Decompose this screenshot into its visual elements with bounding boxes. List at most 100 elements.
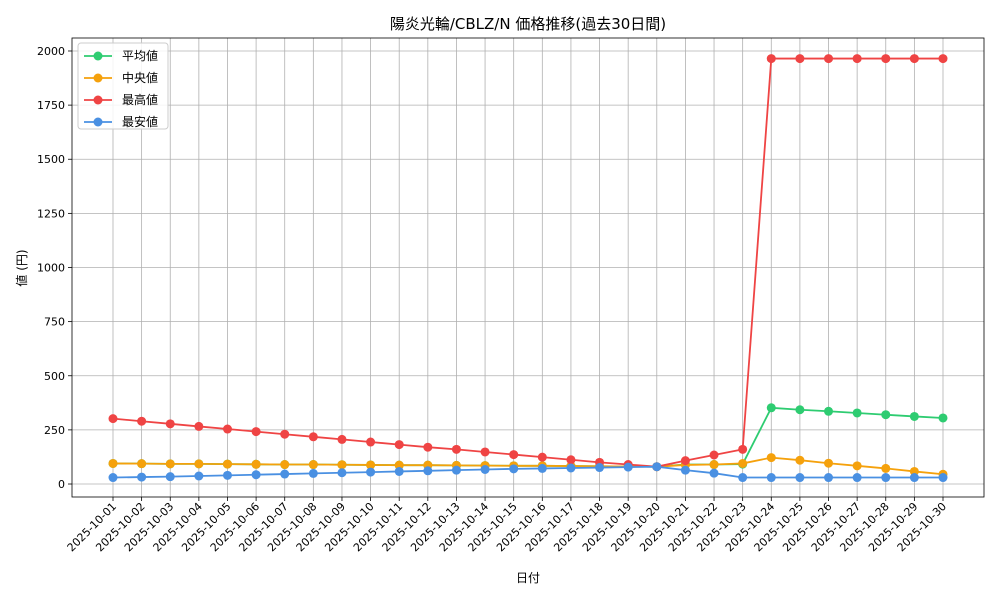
data-point xyxy=(766,54,776,64)
series-2 xyxy=(108,453,948,479)
data-point xyxy=(566,455,576,465)
data-point xyxy=(480,465,490,475)
legend-label: 中央値 xyxy=(122,70,158,85)
data-point xyxy=(881,463,891,473)
data-point xyxy=(909,473,919,483)
data-point xyxy=(451,444,461,454)
data-point xyxy=(509,464,519,474)
data-point xyxy=(308,432,318,442)
data-point xyxy=(280,460,290,470)
data-point xyxy=(165,472,175,482)
data-point xyxy=(394,466,404,476)
data-point xyxy=(852,408,862,418)
data-point xyxy=(137,416,147,426)
data-point xyxy=(938,54,948,64)
data-point xyxy=(137,459,147,469)
data-point xyxy=(222,459,232,469)
series-line xyxy=(112,456,944,476)
data-point xyxy=(738,473,748,483)
legend-marker xyxy=(93,95,103,105)
series-line xyxy=(112,465,943,479)
y-tick-label: 750 xyxy=(44,316,65,329)
data-point xyxy=(137,472,147,482)
data-point xyxy=(909,54,919,64)
legend-marker xyxy=(93,73,103,83)
y-tick-label: 500 xyxy=(44,370,65,383)
x-axis-ticks: 2025-10-012025-10-022025-10-032025-10-04… xyxy=(65,497,949,554)
y-tick-label: 2000 xyxy=(37,45,65,58)
data-point xyxy=(680,465,690,475)
data-point xyxy=(366,437,376,447)
y-tick-label: 1000 xyxy=(37,262,65,275)
data-point xyxy=(766,473,776,483)
data-point xyxy=(909,411,919,421)
data-point xyxy=(165,419,175,429)
series-4 xyxy=(108,462,948,483)
legend-marker xyxy=(93,117,103,127)
data-point xyxy=(938,473,948,483)
y-tick-label: 1500 xyxy=(37,153,65,166)
x-axis-label: 日付 xyxy=(516,571,540,585)
data-point xyxy=(852,473,862,483)
data-point xyxy=(194,421,204,431)
y-tick-label: 1250 xyxy=(37,207,65,220)
data-point xyxy=(308,468,318,478)
data-point xyxy=(108,473,118,483)
data-point xyxy=(337,434,347,444)
data-point xyxy=(852,54,862,64)
data-point xyxy=(222,424,232,434)
data-point xyxy=(795,405,805,415)
data-point xyxy=(337,468,347,478)
data-point xyxy=(537,463,547,473)
data-point xyxy=(938,413,948,423)
data-point xyxy=(738,444,748,454)
chart-title: 陽炎光輪/CBLZ/N 価格推移(過去30日間) xyxy=(390,15,666,33)
series-1 xyxy=(108,403,948,472)
data-point xyxy=(337,460,347,470)
data-point xyxy=(709,460,719,470)
data-point xyxy=(795,54,805,64)
data-point xyxy=(766,453,776,463)
data-point xyxy=(795,473,805,483)
y-tick-label: 250 xyxy=(44,424,65,437)
data-point xyxy=(308,460,318,470)
legend-marker xyxy=(93,51,103,61)
data-point xyxy=(394,460,404,470)
data-point xyxy=(824,458,834,468)
data-point xyxy=(251,427,261,437)
data-point xyxy=(738,458,748,468)
data-point xyxy=(251,459,261,469)
data-point xyxy=(881,473,891,483)
data-point xyxy=(280,469,290,479)
data-point xyxy=(766,403,776,413)
plot-frame xyxy=(71,37,985,498)
data-point xyxy=(509,450,519,460)
data-point xyxy=(680,456,690,466)
data-point xyxy=(595,463,605,473)
data-point xyxy=(394,440,404,450)
data-point xyxy=(451,465,461,475)
data-point xyxy=(623,462,633,472)
data-point xyxy=(537,452,547,462)
y-axis-ticks: 0 250 500 750 1000 1250 1500 1750 2000 xyxy=(37,45,72,491)
data-point xyxy=(194,471,204,481)
data-point xyxy=(423,442,433,452)
data-point xyxy=(824,54,834,64)
series-layer xyxy=(108,54,948,483)
y-axis-label: 値 (円) xyxy=(14,249,29,286)
series-line xyxy=(112,406,944,468)
data-point xyxy=(366,460,376,470)
data-point xyxy=(709,468,719,478)
y-tick-label: 1750 xyxy=(37,99,65,112)
data-point xyxy=(280,429,290,439)
data-point xyxy=(824,406,834,416)
data-point xyxy=(881,54,891,64)
data-point xyxy=(194,459,204,469)
data-point xyxy=(366,467,376,477)
data-point xyxy=(423,466,433,476)
series-3 xyxy=(108,54,948,472)
data-point xyxy=(852,461,862,471)
legend-box xyxy=(77,42,169,130)
